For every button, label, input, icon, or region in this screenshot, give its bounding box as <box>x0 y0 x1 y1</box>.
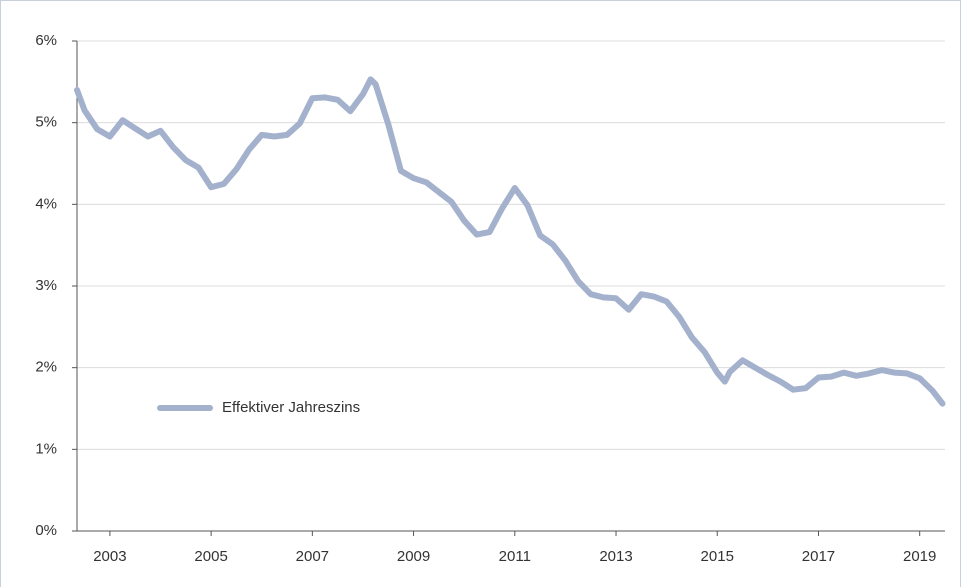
y-tick-label: 2% <box>35 359 57 376</box>
x-tick-label: 2019 <box>903 548 936 565</box>
x-tick-label: 2013 <box>599 548 632 565</box>
y-tick-label: 4% <box>35 195 57 212</box>
x-tick-label: 2017 <box>802 548 835 565</box>
series-line <box>74 76 946 407</box>
y-tick-label: 6% <box>35 32 57 49</box>
y-tick-label: 1% <box>35 440 57 457</box>
x-tick-label: 2005 <box>194 548 227 565</box>
y-tick-label: 3% <box>35 277 57 294</box>
x-tick-label: 2015 <box>701 548 734 565</box>
x-tick-label: 2007 <box>296 548 329 565</box>
x-tick-label: 2009 <box>397 548 430 565</box>
y-tick-label: 0% <box>35 522 57 539</box>
x-tick-label: 2011 <box>499 548 531 565</box>
x-tick-label: 2003 <box>93 548 126 565</box>
y-tick-label: 5% <box>35 114 57 131</box>
legend-label: Effektiver Jahreszins <box>222 399 360 416</box>
